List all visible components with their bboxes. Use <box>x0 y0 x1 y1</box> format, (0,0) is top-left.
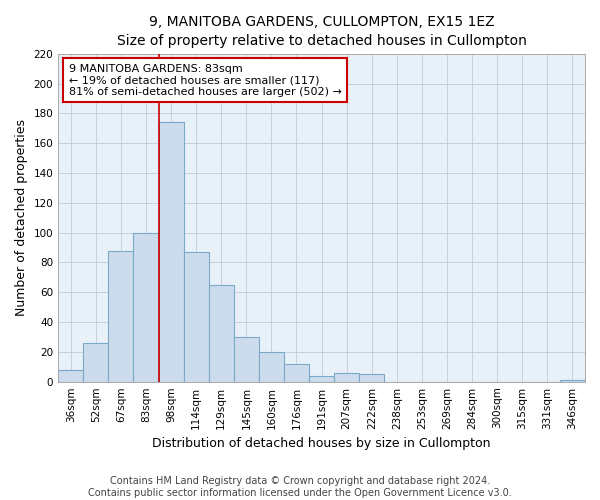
Text: 9 MANITOBA GARDENS: 83sqm
← 19% of detached houses are smaller (117)
81% of semi: 9 MANITOBA GARDENS: 83sqm ← 19% of detac… <box>69 64 341 97</box>
Title: 9, MANITOBA GARDENS, CULLOMPTON, EX15 1EZ
Size of property relative to detached : 9, MANITOBA GARDENS, CULLOMPTON, EX15 1E… <box>116 15 527 48</box>
Bar <box>209 285 234 382</box>
Y-axis label: Number of detached properties: Number of detached properties <box>15 120 28 316</box>
Bar <box>259 352 284 382</box>
Bar <box>58 370 83 382</box>
Bar <box>158 122 184 382</box>
Bar <box>184 252 209 382</box>
Bar <box>560 380 585 382</box>
Bar <box>359 374 385 382</box>
X-axis label: Distribution of detached houses by size in Cullompton: Distribution of detached houses by size … <box>152 437 491 450</box>
Bar <box>334 372 359 382</box>
Bar <box>309 376 334 382</box>
Text: Contains HM Land Registry data © Crown copyright and database right 2024.
Contai: Contains HM Land Registry data © Crown c… <box>88 476 512 498</box>
Bar <box>234 337 259 382</box>
Bar <box>133 232 158 382</box>
Bar <box>109 250 133 382</box>
Bar <box>284 364 309 382</box>
Bar <box>83 343 109 382</box>
